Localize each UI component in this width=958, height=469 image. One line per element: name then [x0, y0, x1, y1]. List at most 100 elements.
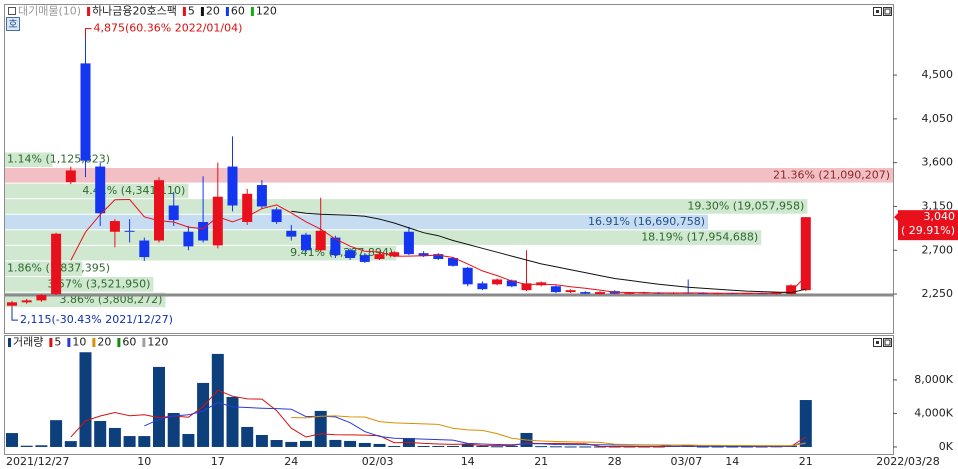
candle-body: [168, 205, 179, 221]
volume-panel-border: [4, 335, 894, 455]
candle-body: [477, 283, 488, 290]
candle-body: [624, 293, 635, 295]
volume-bar: [447, 445, 459, 447]
x-tick-label: 2021/12/27: [6, 455, 69, 468]
candle-body: [462, 267, 473, 285]
candle-body: [21, 300, 32, 303]
volume-profile-band: [5, 152, 53, 168]
candle-body: [183, 231, 194, 247]
moving-average-line: [70, 198, 807, 294]
legend-marker: [225, 7, 229, 16]
volume-bar: [579, 446, 592, 448]
candle-body: [345, 250, 356, 259]
candle-body: [595, 292, 605, 295]
volume-bar: [241, 426, 254, 447]
y-tick-label: 8,000K: [914, 373, 953, 386]
volume-bar: [64, 441, 77, 447]
y-tick-label: 4,000K: [914, 406, 953, 419]
volume-bar: [153, 366, 165, 447]
volume-bar: [300, 440, 312, 447]
legend-marker: [142, 338, 146, 347]
volume-average-line: [291, 415, 806, 447]
volume-bar: [476, 445, 489, 447]
x-tick-label: 24: [284, 455, 298, 468]
candle-body: [448, 258, 458, 266]
volume-bar: [594, 446, 606, 448]
x-tick-label: 10: [137, 455, 151, 468]
volume-bar: [50, 420, 63, 447]
last-price-pointer: [894, 212, 899, 223]
legend-label: 120: [256, 5, 277, 18]
x-tick-label: 2022/03/28: [876, 455, 939, 468]
volume-profile-band: [5, 214, 708, 230]
legend-marker: [49, 338, 53, 347]
candle-body: [433, 254, 444, 260]
candle-body: [124, 230, 135, 232]
candle-body: [7, 302, 17, 306]
volume-bar: [344, 440, 357, 447]
candle-body: [36, 295, 47, 301]
legend-label: 하나금융20호스팩: [92, 4, 177, 18]
volume-bar: [123, 436, 136, 447]
volume-profile-band: [5, 168, 893, 183]
volume-bar: [226, 396, 239, 447]
panel-button[interactable]: [883, 7, 892, 16]
legend-label: 20: [97, 336, 111, 349]
volume-profile-label: 16.91% (16,690,758): [588, 215, 705, 228]
y-tick-label: 3,600: [922, 156, 954, 169]
last-price-box: [898, 210, 958, 241]
panel-buttons[interactable]: [873, 7, 892, 347]
candle-body: [227, 166, 238, 206]
candle-body: [330, 237, 341, 256]
volume-bar: [505, 445, 518, 447]
badge-text: 호: [8, 19, 17, 31]
volume-bar: [549, 446, 562, 448]
candle-body: [256, 185, 267, 207]
volume-bar: [711, 446, 724, 448]
candle-body: [403, 231, 414, 255]
volume-bar: [20, 445, 33, 447]
volume-bar: [726, 446, 739, 448]
y-tick-label: 3,150: [922, 199, 954, 212]
volume-bar: [741, 446, 753, 448]
candle-body: [580, 292, 591, 294]
legend-label: 60: [122, 336, 136, 349]
volume-bar: [270, 440, 283, 447]
candle-body: [51, 233, 62, 295]
volume-bar: [329, 439, 342, 447]
volume-bar: [285, 441, 298, 447]
badge[interactable]: [6, 17, 20, 31]
candle-body: [786, 285, 797, 295]
panel-button-icon: [876, 341, 879, 344]
volume-bar: [696, 446, 709, 448]
legend-marker: [92, 338, 96, 347]
candle-body: [521, 283, 532, 291]
x-tick-label: 02/03: [362, 455, 394, 468]
volume-bar: [535, 446, 548, 448]
volume-profile-label: 1.14% (1,125,823): [7, 153, 110, 166]
volume-average-line: [144, 401, 806, 447]
legend-marker: [182, 7, 186, 16]
candle-body: [212, 196, 223, 246]
x-tick-label: 14: [461, 455, 475, 468]
candle-body: [315, 230, 326, 251]
candle-body: [492, 279, 503, 285]
y-tick-label: 4,500: [922, 68, 954, 81]
y-tick-label: 0K: [939, 440, 954, 453]
candle-body: [198, 222, 209, 241]
x-tick-label: 03/07: [671, 455, 703, 468]
legend-marker: [200, 7, 204, 16]
volume-profile-band: [5, 230, 762, 245]
panel-button[interactable]: [883, 338, 892, 347]
x-tick-label: 28: [608, 455, 622, 468]
legend-marker: [8, 338, 11, 347]
x-tick-label: 17: [211, 455, 225, 468]
candle-body: [242, 193, 253, 223]
x-tick-label: 21: [534, 455, 548, 468]
volume-bar: [182, 433, 195, 447]
panel-button-icon: [884, 8, 891, 15]
legend-label: 60: [231, 5, 245, 18]
volume-bar: [94, 420, 107, 447]
last-price-change: ( 29.91%): [901, 224, 955, 237]
annotation-leader: [11, 307, 18, 321]
